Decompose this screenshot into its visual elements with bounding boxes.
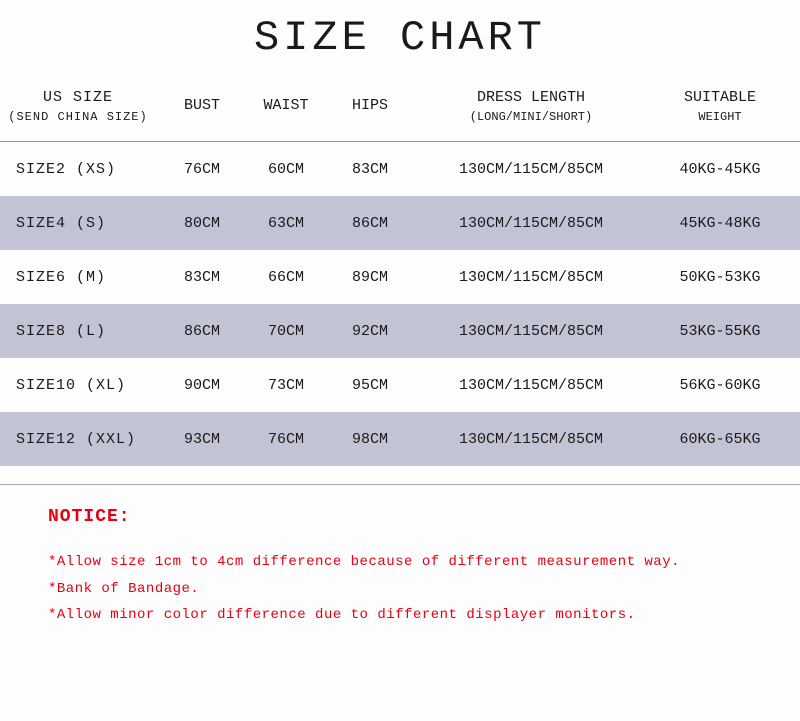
col-header-length: DRESS LENGTH (LONG/MINI/SHORT) (412, 88, 650, 124)
col-header-size-sub: (SEND CHINA SIZE) (0, 109, 156, 125)
cell-weight: 60KG-65KG (650, 431, 790, 448)
cell-waist: 70CM (244, 323, 328, 340)
notice-section: NOTICE: *Allow size 1cm to 4cm differenc… (0, 485, 800, 629)
table-row: SIZE12 (XXL)93CM76CM98CM130CM/115CM/85CM… (0, 412, 800, 466)
cell-waist: 60CM (244, 161, 328, 178)
col-header-weight: SUITABLE WEIGHT (650, 88, 790, 124)
cell-hips: 83CM (328, 161, 412, 178)
col-header-size: US SIZE (SEND CHINA SIZE) (0, 88, 160, 124)
table-body: SIZE2 (XS)76CM60CM83CM130CM/115CM/85CM40… (0, 142, 800, 466)
cell-bust: 76CM (160, 161, 244, 178)
cell-size: SIZE6 (M) (0, 269, 160, 286)
cell-hips: 98CM (328, 431, 412, 448)
col-header-weight-label: SUITABLE (684, 89, 756, 106)
cell-length: 130CM/115CM/85CM (412, 215, 650, 232)
col-header-hips: HIPS (328, 96, 412, 116)
cell-hips: 89CM (328, 269, 412, 286)
table-row: SIZE6 (M)83CM66CM89CM130CM/115CM/85CM50K… (0, 250, 800, 304)
cell-length: 130CM/115CM/85CM (412, 431, 650, 448)
cell-bust: 86CM (160, 323, 244, 340)
col-header-bust: BUST (160, 96, 244, 116)
cell-waist: 66CM (244, 269, 328, 286)
table-row: SIZE8 (L)86CM70CM92CM130CM/115CM/85CM53K… (0, 304, 800, 358)
col-header-length-label: DRESS LENGTH (477, 89, 585, 106)
notice-item: *Allow minor color difference due to dif… (48, 602, 764, 629)
cell-size: SIZE10 (XL) (0, 377, 160, 394)
cell-length: 130CM/115CM/85CM (412, 269, 650, 286)
cell-hips: 86CM (328, 215, 412, 232)
notice-label: NOTICE: (48, 507, 764, 527)
table-row: SIZE2 (XS)76CM60CM83CM130CM/115CM/85CM40… (0, 142, 800, 196)
col-header-weight-sub: WEIGHT (654, 109, 786, 125)
notice-item: *Allow size 1cm to 4cm difference becaus… (48, 549, 764, 576)
cell-length: 130CM/115CM/85CM (412, 377, 650, 394)
col-header-length-sub: (LONG/MINI/SHORT) (416, 109, 646, 125)
cell-hips: 95CM (328, 377, 412, 394)
cell-bust: 90CM (160, 377, 244, 394)
col-header-size-label: US SIZE (43, 89, 113, 106)
size-table: US SIZE (SEND CHINA SIZE) BUST WAIST HIP… (0, 72, 800, 466)
notice-item: *Bank of Bandage. (48, 576, 764, 603)
cell-bust: 83CM (160, 269, 244, 286)
table-row: SIZE4 (S)80CM63CM86CM130CM/115CM/85CM45K… (0, 196, 800, 250)
cell-weight: 56KG-60KG (650, 377, 790, 394)
cell-weight: 45KG-48KG (650, 215, 790, 232)
cell-size: SIZE8 (L) (0, 323, 160, 340)
cell-bust: 93CM (160, 431, 244, 448)
cell-size: SIZE4 (S) (0, 215, 160, 232)
cell-length: 130CM/115CM/85CM (412, 323, 650, 340)
cell-waist: 73CM (244, 377, 328, 394)
cell-hips: 92CM (328, 323, 412, 340)
cell-size: SIZE12 (XXL) (0, 431, 160, 448)
page-title: SIZE CHART (0, 0, 800, 72)
cell-bust: 80CM (160, 215, 244, 232)
cell-weight: 53KG-55KG (650, 323, 790, 340)
table-header: US SIZE (SEND CHINA SIZE) BUST WAIST HIP… (0, 72, 800, 142)
table-row: SIZE10 (XL)90CM73CM95CM130CM/115CM/85CM5… (0, 358, 800, 412)
cell-weight: 40KG-45KG (650, 161, 790, 178)
cell-size: SIZE2 (XS) (0, 161, 160, 178)
cell-waist: 76CM (244, 431, 328, 448)
cell-waist: 63CM (244, 215, 328, 232)
cell-weight: 50KG-53KG (650, 269, 790, 286)
col-header-waist: WAIST (244, 96, 328, 116)
cell-length: 130CM/115CM/85CM (412, 161, 650, 178)
notice-items: *Allow size 1cm to 4cm difference becaus… (48, 549, 764, 629)
